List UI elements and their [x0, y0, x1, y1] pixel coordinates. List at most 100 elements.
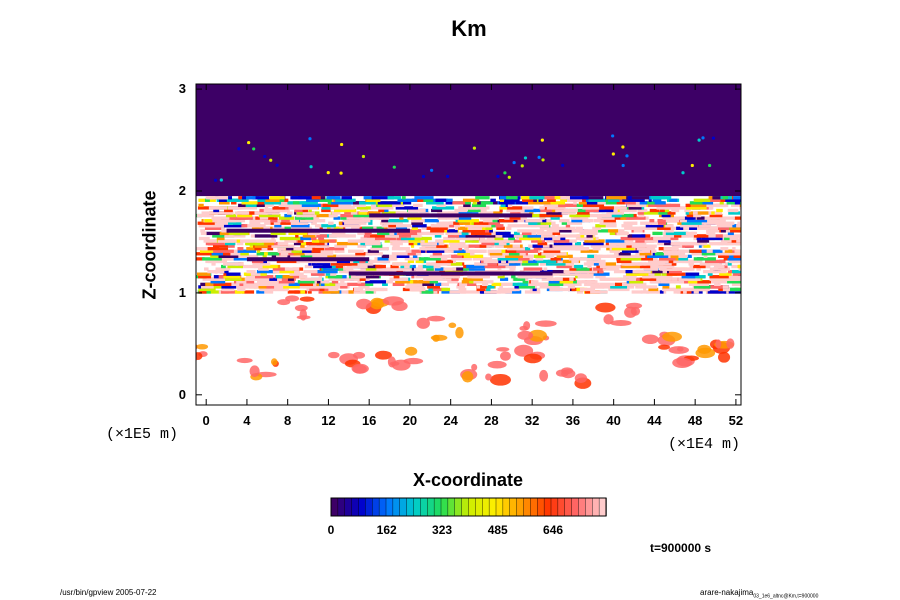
- field-cell: [693, 264, 706, 269]
- field-cell: [233, 257, 251, 261]
- field-cell: [298, 239, 304, 243]
- field-cell: [371, 196, 394, 200]
- field-cell: [639, 252, 652, 256]
- field-cell: [409, 280, 430, 284]
- field-cell: [649, 208, 660, 213]
- field-cell: [400, 236, 423, 241]
- field-cell: [550, 201, 566, 205]
- field-cell: [669, 198, 678, 202]
- field-cell: [372, 211, 391, 215]
- field-cell: [635, 244, 646, 248]
- field-cell: [211, 216, 230, 220]
- field-cell: [620, 257, 642, 261]
- field-cell: [212, 269, 221, 274]
- field-cell: [264, 206, 269, 210]
- sparse-dot: [213, 178, 218, 182]
- x-tick-label: 0: [202, 413, 210, 428]
- field-cell: [587, 264, 592, 269]
- field-cell: [686, 219, 708, 223]
- field-cell: [461, 280, 475, 284]
- field-cell: [434, 267, 444, 271]
- field-cell: [412, 224, 427, 228]
- field-cell: [346, 216, 365, 220]
- field-cell: [426, 231, 444, 236]
- field-cell: [210, 254, 219, 258]
- field-cell: [407, 259, 415, 264]
- field-cell: [508, 252, 520, 256]
- field-cell: [465, 239, 479, 243]
- field-blob: [528, 329, 547, 342]
- field-cell: [574, 203, 583, 208]
- field-cell: [631, 257, 654, 261]
- field-cell: [435, 264, 441, 269]
- sparse-dot: [512, 160, 516, 165]
- field-blob: [196, 352, 203, 361]
- field-cell: [259, 213, 281, 218]
- field-cell: [439, 239, 460, 243]
- field-cell: [481, 285, 495, 289]
- field-cell: [254, 244, 268, 248]
- sparse-dot: [308, 137, 312, 141]
- field-cell: [509, 216, 521, 220]
- field-cell: [574, 264, 584, 269]
- field-cell: [637, 211, 644, 215]
- field-cell: [200, 231, 207, 236]
- field-cell: [474, 244, 487, 248]
- colorbar-cell: [495, 497, 504, 517]
- field-cell: [471, 231, 492, 236]
- field-cell: [687, 275, 706, 279]
- colorbar-tick-label: 0: [327, 523, 335, 537]
- field-cell: [259, 224, 266, 228]
- field-cell: [506, 208, 513, 213]
- field-cell: [662, 216, 681, 220]
- field-cell: [693, 290, 699, 294]
- field-blob: [375, 350, 392, 360]
- field-cell: [453, 275, 461, 279]
- field-cell: [708, 206, 714, 210]
- field-cell: [479, 211, 497, 215]
- field-cell: [319, 287, 325, 292]
- field-cell: [236, 241, 244, 246]
- y-axis-label: Z-coordinate: [139, 190, 160, 300]
- field-cell: [345, 211, 359, 215]
- colorbar-tick-label: 485: [487, 523, 508, 537]
- field-cell: [336, 241, 358, 246]
- field-cell: [521, 262, 539, 266]
- field-blob: [489, 373, 511, 386]
- field-cell: [338, 221, 342, 225]
- field-cell: [728, 211, 741, 215]
- field-cell: [358, 211, 368, 215]
- field-cell: [234, 285, 242, 289]
- field-cell: [310, 247, 325, 251]
- field-cell: [234, 290, 245, 294]
- field-cell: [241, 290, 255, 294]
- field-cell: [663, 252, 676, 256]
- field-cell: [423, 277, 434, 281]
- field-cell: [272, 269, 280, 274]
- field-blob: [641, 334, 659, 345]
- field-cell: [535, 259, 557, 264]
- field-cell: [514, 285, 519, 289]
- field-cell: [210, 280, 226, 284]
- field-cell: [269, 196, 285, 200]
- field-blob: [500, 351, 511, 361]
- field-cell: [661, 267, 675, 271]
- field-cell: [714, 264, 725, 269]
- field-cell: [330, 226, 334, 230]
- field-cell: [198, 287, 216, 292]
- field-cell: [639, 277, 657, 281]
- field-cell: [205, 196, 228, 200]
- field-cell: [662, 249, 679, 253]
- field-cell: [322, 252, 327, 256]
- field-cell: [482, 221, 501, 225]
- field-cell: [504, 290, 513, 294]
- field-cell: [381, 211, 405, 215]
- field-cell: [719, 234, 731, 238]
- field-cell: [532, 244, 549, 248]
- sparse-dot: [219, 178, 223, 182]
- field-cell: [546, 206, 566, 210]
- field-cell: [218, 254, 235, 258]
- field-cell: [359, 208, 369, 213]
- field-cell: [216, 198, 239, 202]
- field-cell: [344, 221, 362, 225]
